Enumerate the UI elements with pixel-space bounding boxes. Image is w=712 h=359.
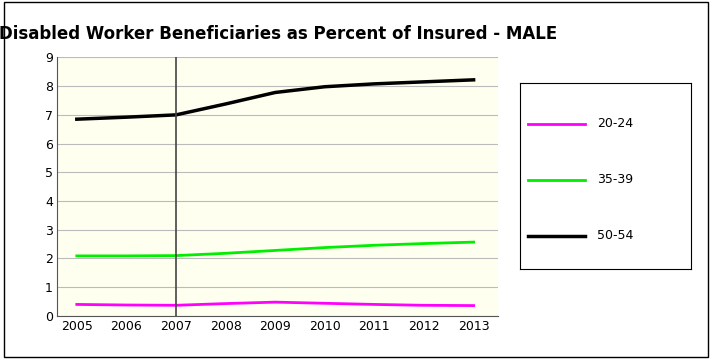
Line: 35-39: 35-39	[77, 242, 473, 256]
20-24	[320, 301, 329, 306]
35-39	[122, 254, 131, 258]
Text: 35-39: 35-39	[597, 173, 633, 186]
50-54	[320, 85, 329, 89]
Line: 20-24: 20-24	[77, 302, 473, 306]
20-24	[73, 302, 81, 307]
50-54	[370, 82, 379, 86]
50-54	[420, 80, 429, 84]
50-54	[271, 90, 280, 95]
35-39	[221, 251, 230, 256]
35-39	[320, 246, 329, 250]
35-39	[469, 240, 478, 244]
35-39	[271, 248, 280, 253]
35-39	[172, 253, 180, 258]
35-39	[73, 254, 81, 258]
50-54	[122, 115, 131, 119]
Text: 50-54: 50-54	[597, 229, 633, 242]
35-39	[370, 243, 379, 247]
50-54	[172, 113, 180, 117]
20-24	[122, 303, 131, 307]
20-24	[221, 302, 230, 306]
Line: 50-54: 50-54	[77, 80, 473, 119]
35-39	[420, 241, 429, 246]
20-24	[370, 302, 379, 307]
50-54	[469, 78, 478, 82]
Text: 20-24: 20-24	[597, 117, 633, 130]
20-24	[469, 303, 478, 308]
50-54	[221, 102, 230, 106]
20-24	[420, 303, 429, 307]
20-24	[172, 303, 180, 307]
Text: Disabled Worker Beneficiaries as Percent of Insured - MALE: Disabled Worker Beneficiaries as Percent…	[0, 25, 557, 43]
50-54	[73, 117, 81, 121]
20-24	[271, 300, 280, 304]
